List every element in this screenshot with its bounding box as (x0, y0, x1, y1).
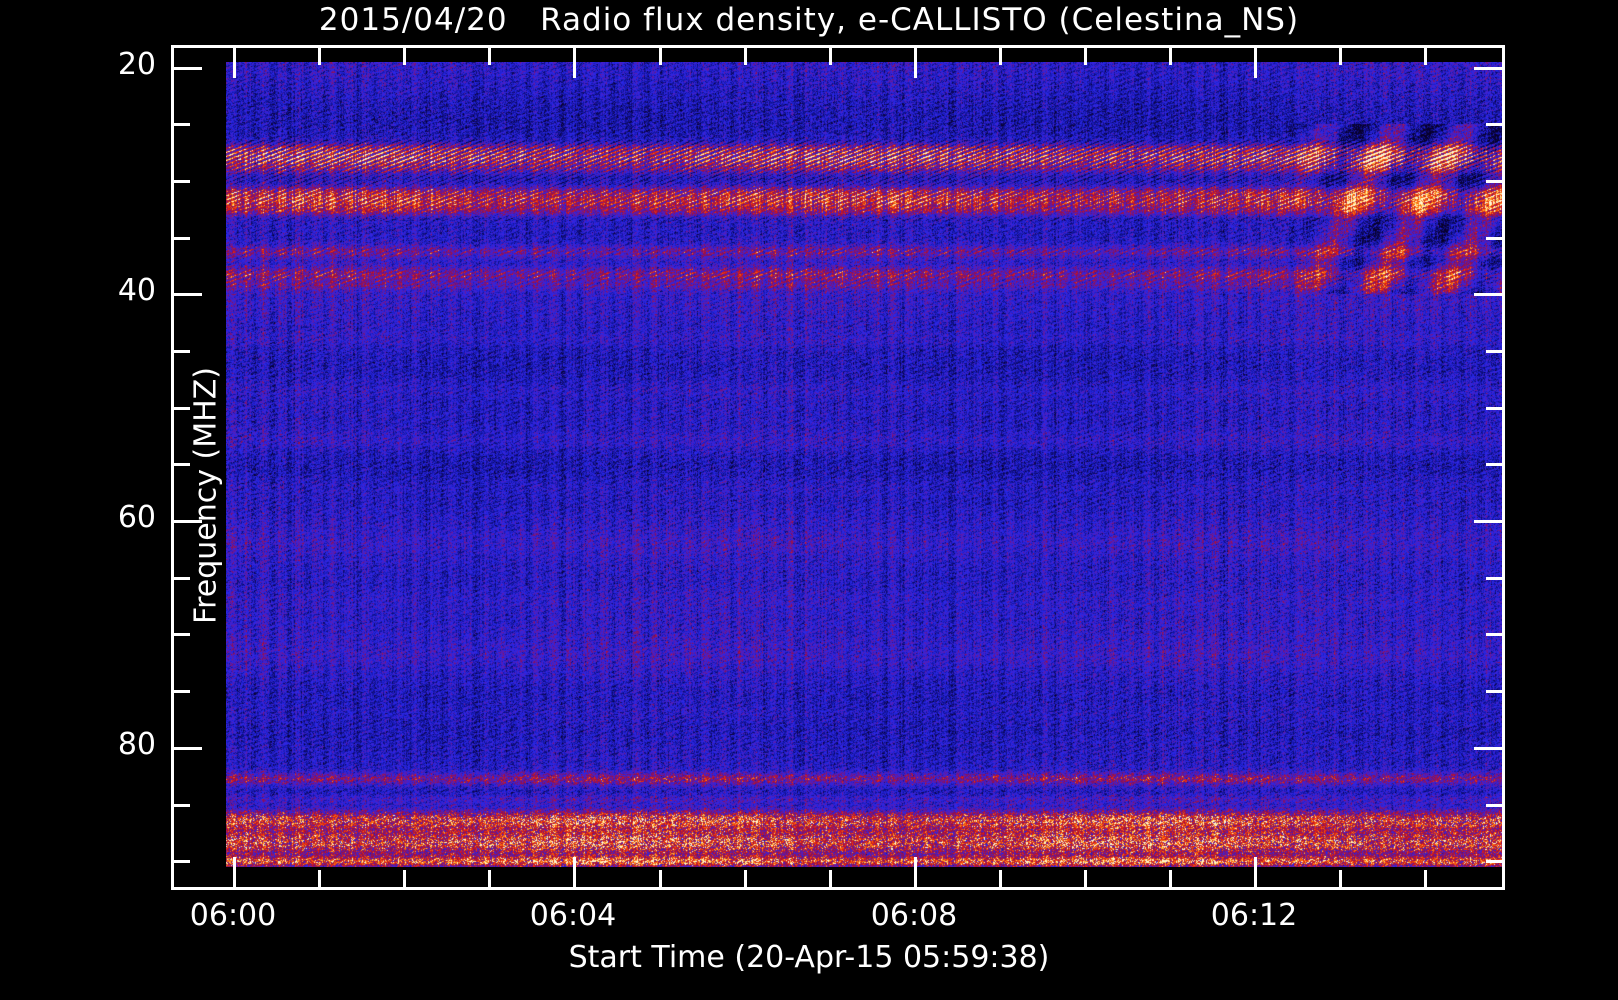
x-minor-tick-top-1 (403, 48, 406, 65)
y-minor-tick-right-25 (1486, 123, 1502, 126)
y-minor-tick-right-70 (1486, 633, 1502, 636)
x-major-tick-1 (573, 857, 576, 887)
y-tick-label-60: 60 (117, 500, 156, 535)
x-minor-tick-top-1 (488, 48, 491, 65)
x-minor-tick-top-2 (829, 48, 832, 65)
x-major-tick-3 (1254, 857, 1257, 887)
x-minor-tick-2 (829, 870, 832, 887)
page-title: 2015/04/20 Radio flux density, e-CALLIST… (318, 2, 1300, 38)
y-major-tick-right-20 (1474, 67, 1502, 70)
y-major-tick-40 (174, 293, 202, 296)
y-minor-tick-55 (174, 463, 190, 466)
x-minor-tick-top-3 (1084, 48, 1087, 65)
x-minor-tick-top-2 (744, 48, 747, 65)
y-minor-tick-25 (174, 123, 190, 126)
y-major-tick-60 (174, 520, 202, 523)
y-major-tick-right-60 (1474, 520, 1502, 523)
y-minor-tick-right-55 (1486, 463, 1502, 466)
y-minor-tick-35 (174, 237, 190, 240)
x-major-tick-top-3 (1254, 48, 1257, 78)
x-tick-label-0: 06:00 (189, 898, 277, 933)
y-minor-tick-right-65 (1486, 577, 1502, 580)
spectrogram-canvas (226, 62, 1503, 867)
y-minor-tick-30 (174, 180, 190, 183)
x-major-tick-top-1 (573, 48, 576, 78)
x-minor-tick-1 (659, 870, 662, 887)
y-minor-tick-right-45 (1486, 350, 1502, 353)
y-major-tick-80 (174, 747, 202, 750)
x-minor-tick-0 (318, 870, 321, 887)
y-minor-tick-90 (174, 860, 190, 863)
x-major-tick-0 (233, 857, 236, 887)
y-minor-tick-50 (174, 407, 190, 410)
y-tick-label-20: 20 (117, 47, 156, 82)
y-tick-label-40: 40 (117, 273, 156, 308)
x-minor-tick-top-3 (1339, 48, 1342, 65)
y-axis-label: Frequency (MHZ) (188, 367, 224, 624)
x-major-tick-top-0 (233, 48, 236, 78)
x-minor-tick-1 (403, 870, 406, 887)
x-minor-tick-1 (488, 870, 491, 887)
x-tick-label-2: 06:08 (870, 898, 958, 933)
x-axis-label: Start Time (20-Apr-15 05:59:38) (568, 940, 1050, 975)
y-minor-tick-65 (174, 577, 190, 580)
x-tick-label-1: 06:04 (529, 898, 617, 933)
spectrogram-image (226, 62, 1503, 867)
x-minor-tick-top-0 (318, 48, 321, 65)
y-minor-tick-right-50 (1486, 407, 1502, 410)
y-minor-tick-75 (174, 690, 190, 693)
y-major-tick-20 (174, 67, 202, 70)
y-minor-tick-right-35 (1486, 237, 1502, 240)
y-tick-label-80: 80 (117, 727, 156, 762)
y-major-tick-right-80 (1474, 747, 1502, 750)
x-minor-tick-3 (1339, 870, 1342, 887)
x-minor-tick-top-2 (999, 48, 1002, 65)
plot-frame: Frequency (MHZ) (171, 45, 1505, 890)
y-minor-tick-right-90 (1486, 860, 1502, 863)
x-minor-tick-4 (1424, 870, 1427, 887)
x-major-tick-2 (914, 857, 917, 887)
x-minor-tick-top-4 (1424, 48, 1427, 65)
y-minor-tick-right-75 (1486, 690, 1502, 693)
x-minor-tick-top-1 (659, 48, 662, 65)
y-minor-tick-right-85 (1486, 804, 1502, 807)
y-minor-tick-45 (174, 350, 190, 353)
x-minor-tick-3 (1084, 870, 1087, 887)
y-major-tick-right-40 (1474, 293, 1502, 296)
y-minor-tick-85 (174, 804, 190, 807)
x-tick-label-3: 06:12 (1210, 898, 1298, 933)
x-minor-tick-2 (999, 870, 1002, 887)
x-minor-tick-3 (1169, 870, 1172, 887)
y-minor-tick-70 (174, 633, 190, 636)
x-minor-tick-top-3 (1169, 48, 1172, 65)
x-minor-tick-2 (744, 870, 747, 887)
y-minor-tick-right-30 (1486, 180, 1502, 183)
x-major-tick-top-2 (914, 48, 917, 78)
